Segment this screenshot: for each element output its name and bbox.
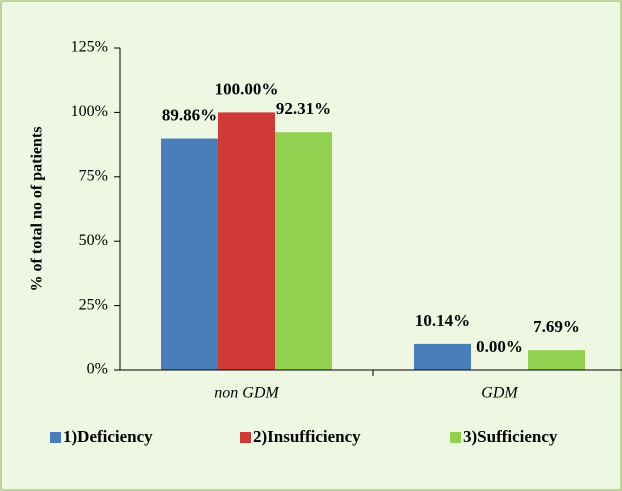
value-label: 100.00% [215,79,279,98]
x-tick-label: non GDM [214,385,280,402]
y-tick-label: 125% [71,39,108,56]
legend-label: 3)Sufficiency [463,427,558,446]
bar [414,343,471,370]
y-tick-label: 0% [87,361,108,378]
y-tick-label: 50% [79,232,108,249]
legend-swatch [50,432,61,443]
bar [218,112,275,371]
y-axis-title: % of total no of patients [29,127,46,292]
value-label: 92.31% [276,99,331,118]
bar [528,350,585,370]
y-tick-label: 100% [71,103,108,120]
bar [161,138,218,370]
y-tick-label: 25% [79,296,108,313]
value-label: 0.00% [476,337,523,356]
value-label: 89.86% [162,105,217,124]
bar [275,132,332,370]
value-label: 7.69% [533,317,580,336]
legend-label: 1)Deficiency [63,427,153,446]
legend-swatch [240,432,251,443]
value-label: 10.14% [415,311,470,330]
x-tick-label: GDM [481,385,519,402]
legend-swatch [450,432,461,443]
legend-label: 2)Insufficiency [253,427,361,446]
y-tick-label: 75% [79,167,108,184]
